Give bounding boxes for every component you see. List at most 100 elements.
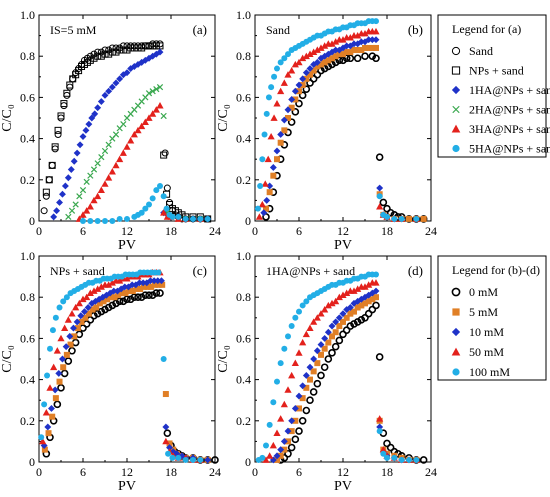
data-point bbox=[115, 297, 124, 306]
series-100-mm bbox=[38, 269, 204, 463]
data-point bbox=[317, 371, 325, 380]
data-point bbox=[284, 71, 292, 78]
data-point bbox=[75, 330, 84, 339]
data-point bbox=[365, 281, 373, 288]
data-point bbox=[287, 443, 296, 452]
data-point bbox=[309, 388, 318, 396]
data-point bbox=[296, 88, 302, 95]
data-point bbox=[93, 304, 100, 311]
data-point bbox=[81, 308, 88, 316]
data-point bbox=[162, 423, 170, 431]
data-point bbox=[120, 121, 127, 128]
data-point bbox=[116, 75, 124, 83]
data-point bbox=[391, 454, 398, 461]
x-axis-title: PV bbox=[118, 238, 136, 253]
data-point bbox=[321, 42, 329, 49]
data-point bbox=[160, 193, 167, 200]
data-point bbox=[269, 163, 277, 171]
data-point bbox=[47, 345, 53, 352]
x-tick-label: 12 bbox=[121, 465, 133, 479]
data-point bbox=[44, 423, 52, 431]
data-point bbox=[284, 386, 292, 393]
data-point bbox=[134, 60, 142, 68]
legend-label: 10 mM bbox=[469, 325, 504, 339]
data-point bbox=[299, 338, 307, 346]
data-point bbox=[342, 326, 351, 334]
data-point bbox=[291, 359, 299, 366]
data-point bbox=[384, 454, 390, 461]
data-point bbox=[62, 343, 70, 351]
data-point bbox=[165, 450, 172, 457]
data-point bbox=[71, 338, 80, 347]
y-tick-label: 1.0 bbox=[236, 249, 251, 263]
data-point bbox=[372, 54, 380, 63]
data-point bbox=[163, 429, 172, 437]
data-point bbox=[292, 96, 299, 103]
data-point bbox=[175, 454, 182, 461]
data-point bbox=[373, 294, 379, 301]
data-point bbox=[269, 441, 277, 449]
data-point bbox=[160, 356, 167, 362]
y-tick-label: 0 bbox=[29, 214, 35, 228]
x-tick-label: 24 bbox=[209, 224, 221, 238]
data-point bbox=[159, 281, 166, 288]
legend-marker bbox=[451, 66, 461, 75]
data-point bbox=[296, 405, 302, 412]
data-point bbox=[372, 287, 380, 295]
data-point bbox=[101, 46, 109, 54]
data-point bbox=[94, 218, 101, 224]
data-point bbox=[270, 114, 278, 121]
data-point bbox=[57, 384, 65, 392]
data-point bbox=[94, 192, 102, 200]
data-point bbox=[90, 54, 98, 62]
series-2ha-nps-sand bbox=[65, 83, 204, 223]
y-tick-label: 0.6 bbox=[20, 331, 35, 345]
data-point bbox=[302, 52, 310, 60]
legend-marker bbox=[452, 105, 460, 114]
y-tick-label: 0.4 bbox=[20, 373, 35, 387]
data-point bbox=[303, 298, 310, 305]
data-point bbox=[105, 87, 113, 95]
data-point bbox=[361, 29, 369, 37]
data-point bbox=[61, 324, 69, 331]
y-tick-label: 1.0 bbox=[236, 8, 251, 22]
x-tick-label: 18 bbox=[381, 465, 393, 479]
data-point bbox=[145, 90, 153, 97]
data-point bbox=[163, 205, 170, 212]
x-tick-label: 0 bbox=[252, 224, 258, 238]
data-point bbox=[332, 53, 339, 60]
data-point bbox=[80, 218, 86, 224]
legend-marker bbox=[451, 347, 461, 356]
data-point bbox=[271, 73, 278, 80]
data-point bbox=[149, 42, 157, 50]
series-100-mm bbox=[254, 18, 420, 222]
data-point bbox=[169, 454, 176, 461]
data-point bbox=[306, 65, 314, 73]
data-point bbox=[162, 437, 170, 445]
data-point bbox=[79, 186, 87, 194]
data-point bbox=[328, 349, 336, 357]
data-point bbox=[324, 301, 332, 309]
data-point bbox=[110, 287, 118, 295]
legend-marker bbox=[451, 124, 461, 133]
x-tick-label: 18 bbox=[165, 465, 177, 479]
data-point bbox=[147, 277, 154, 285]
data-point bbox=[123, 42, 131, 50]
data-point bbox=[151, 281, 158, 288]
panel-letter: (d) bbox=[408, 263, 423, 278]
panel-annotation: 1HA@NPs + sand bbox=[266, 264, 355, 278]
data-point bbox=[97, 98, 105, 105]
data-point bbox=[49, 327, 56, 334]
data-point bbox=[149, 88, 156, 95]
data-point bbox=[56, 199, 63, 206]
data-point bbox=[285, 115, 291, 121]
data-point bbox=[295, 427, 303, 435]
data-point bbox=[288, 428, 295, 435]
data-point bbox=[265, 94, 272, 101]
data-point bbox=[57, 114, 65, 122]
y-tick-label: 0.4 bbox=[236, 373, 251, 387]
data-point bbox=[375, 153, 384, 161]
data-point bbox=[302, 85, 311, 93]
data-point bbox=[321, 305, 329, 313]
data-point bbox=[350, 40, 358, 48]
